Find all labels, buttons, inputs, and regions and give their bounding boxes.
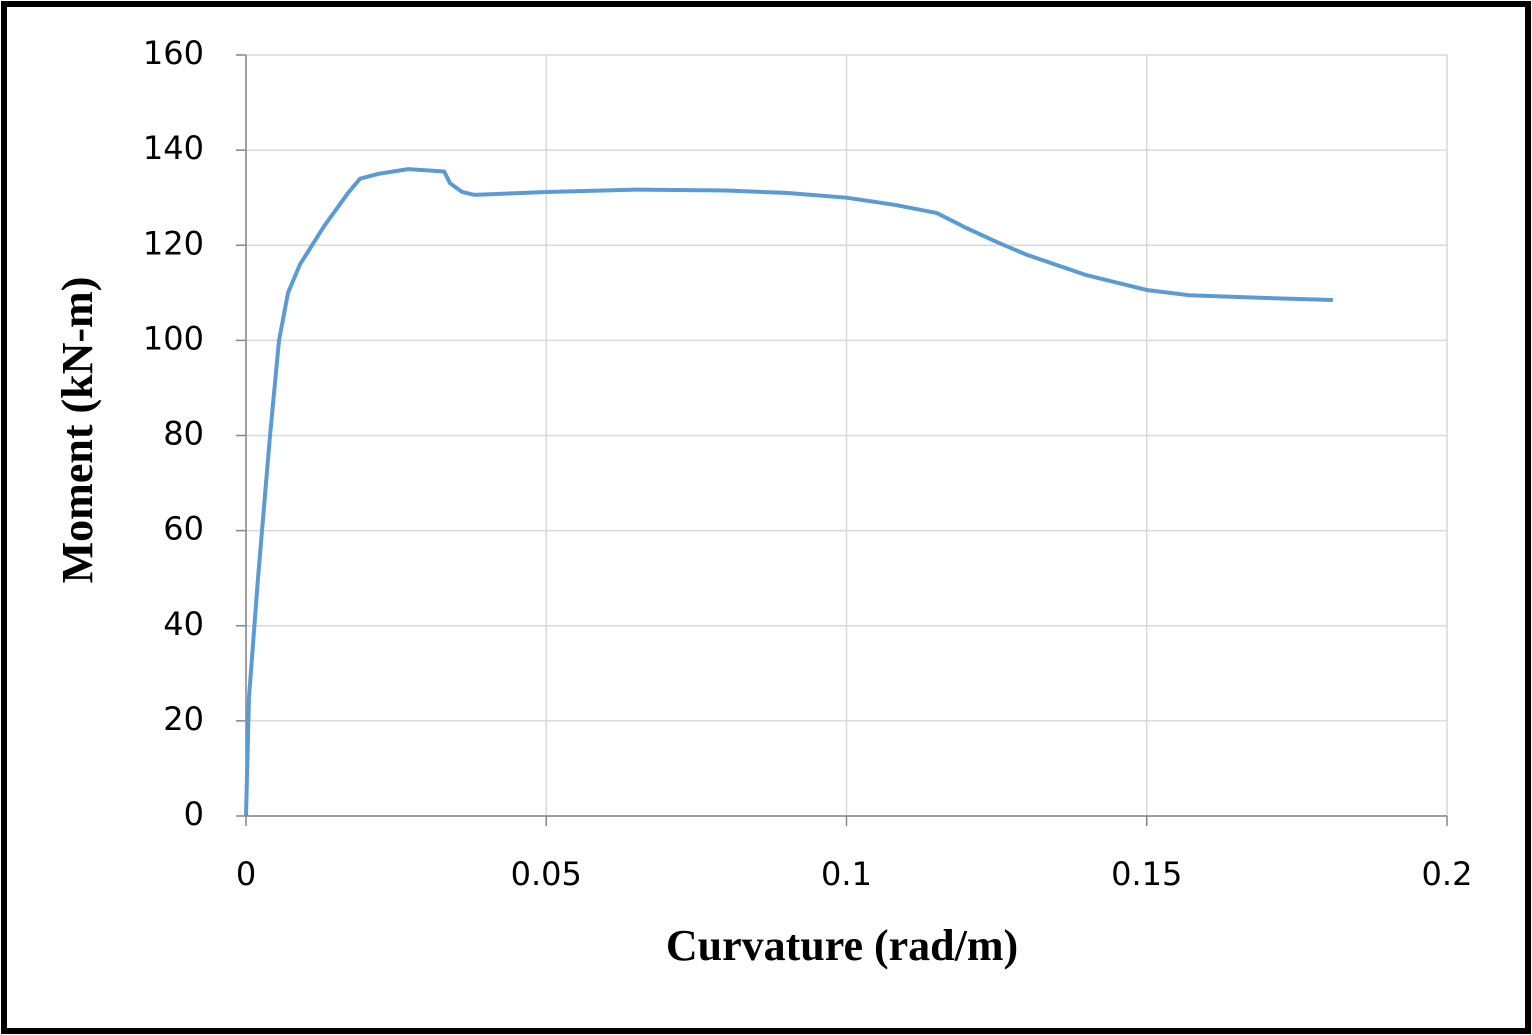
- y-tick-label: 140: [143, 129, 204, 167]
- y-tick-label: 20: [163, 700, 204, 738]
- y-tick-label: 160: [143, 34, 204, 72]
- x-axis-title: Curvature (rad/m): [666, 921, 1018, 970]
- data-line: [244, 167, 1333, 817]
- y-tick-label: 100: [143, 319, 204, 357]
- x-tick-label: 0.15: [1111, 855, 1182, 893]
- y-tick-label: 120: [143, 224, 204, 262]
- y-tick-label: 60: [163, 510, 204, 548]
- y-tick-label: 80: [163, 415, 204, 453]
- y-tick-label: 0: [184, 795, 204, 833]
- x-tick-label: 0.2: [1422, 855, 1473, 893]
- x-tick-label: 0.05: [511, 855, 582, 893]
- x-tick-label: 0.1: [821, 855, 872, 893]
- x-tick-label: 0: [236, 855, 256, 893]
- y-tick-label: 40: [163, 605, 204, 643]
- y-axis-title: Moment (kN-m): [53, 277, 102, 584]
